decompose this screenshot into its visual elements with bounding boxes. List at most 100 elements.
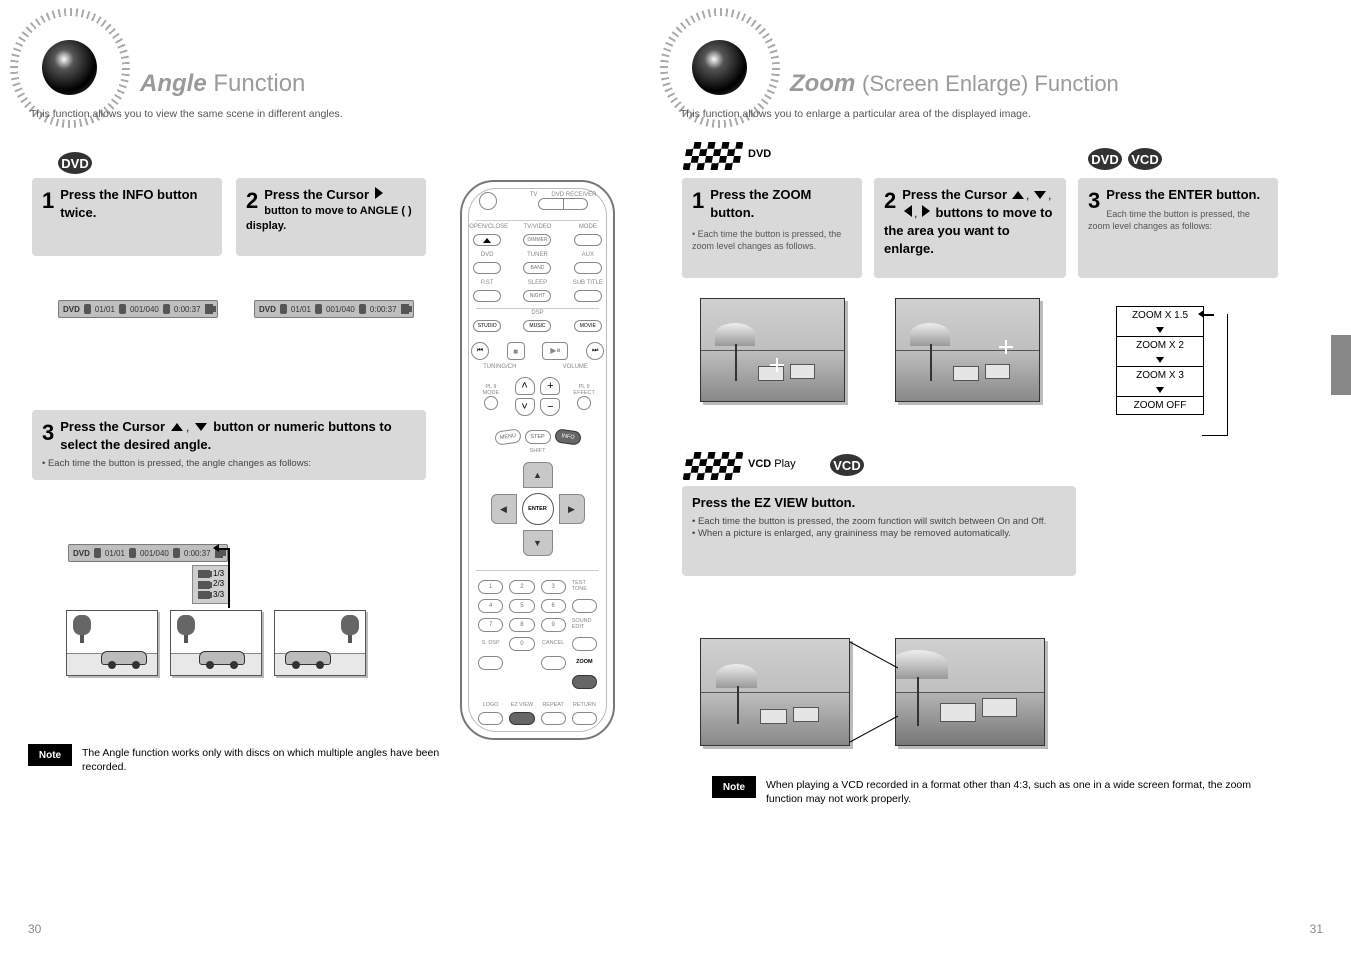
remote-cursor-left[interactable]: ◀ xyxy=(491,494,517,524)
remote-open-close[interactable] xyxy=(473,234,501,246)
zoom-ladder: ZOOM X 1.5 ZOOM X 2 ZOOM X 3 ZOOM OFF xyxy=(1116,306,1204,415)
remote-ch-down[interactable]: ˅ xyxy=(515,398,535,416)
remote-next[interactable]: ⏭ xyxy=(586,342,604,360)
card-press-zoom: 1 Press the ZOOM button. • Each time the… xyxy=(682,178,862,278)
card-move-angle: 2 Press the Cursor button to move to ANG… xyxy=(236,178,426,256)
dvd-label: DVD xyxy=(748,148,771,160)
car-angle-2 xyxy=(170,610,262,676)
angle-function-heading: Angle Function xyxy=(140,70,305,98)
remote-key-4[interactable]: 4 xyxy=(478,599,503,613)
remote-aux[interactable] xyxy=(574,262,602,274)
remote-zoom[interactable] xyxy=(572,675,597,689)
eject-icon xyxy=(483,238,491,243)
angle-icon xyxy=(205,304,213,314)
remote-keypad: 1 2 3 TEST TONE 4 5 6 7 8 9 SOUND EDIT S… xyxy=(478,580,597,689)
cursor-down-icon xyxy=(195,423,207,431)
angle-return-line xyxy=(228,548,230,608)
remote-cursor-up[interactable]: ▲ xyxy=(523,462,553,488)
remote-dpad: ▲ ▼ ◀ ▶ ENTER xyxy=(489,460,587,558)
beach-preview-2 xyxy=(895,298,1040,402)
remote-cursor-down[interactable]: ▼ xyxy=(523,530,553,556)
remote-key-2[interactable]: 2 xyxy=(509,580,534,594)
oval-vcd-right: VCD xyxy=(1128,148,1162,170)
card-press-info: 1 Press the INFO button twice. xyxy=(32,178,222,256)
remote-stop[interactable]: ■ xyxy=(507,342,525,360)
remote-movie[interactable]: MOVIE xyxy=(574,320,602,332)
checker-flag-dvd xyxy=(683,142,744,170)
card-ezview: Press the EZ VIEW button. • Each time th… xyxy=(682,486,1076,576)
cursor-down-icon xyxy=(1034,191,1046,199)
cursor-right-icon xyxy=(375,187,383,199)
remote-cancel[interactable] xyxy=(541,656,566,670)
car-angle-1 xyxy=(66,610,158,676)
zoom-return-line xyxy=(1202,314,1228,436)
osd-strip-1: DVD 01/01 001/040 0:00:37 xyxy=(58,300,218,318)
remote-logo[interactable] xyxy=(478,712,503,725)
remote-key-8[interactable]: 8 xyxy=(509,618,534,632)
remote-music[interactable]: MUSIC xyxy=(523,320,551,332)
remote-pl2-effect[interactable] xyxy=(577,396,591,410)
beach-before xyxy=(700,638,850,746)
note-badge-left: Note xyxy=(28,744,72,766)
zoom-return-arrowhead xyxy=(1198,310,1204,318)
remote-enter[interactable]: ENTER xyxy=(522,493,554,525)
angle-function-subtitle: This function allows you to view the sam… xyxy=(30,108,343,120)
remote-studio[interactable]: STUDIO xyxy=(473,320,501,332)
remote-sdsp[interactable] xyxy=(478,656,503,670)
remote-vol-up[interactable]: + xyxy=(540,377,560,395)
remote-tv-video[interactable]: DIMMER xyxy=(523,234,551,246)
remote-key-6[interactable]: 6 xyxy=(541,599,566,613)
remote-mode[interactable] xyxy=(574,234,602,246)
remote-key-9[interactable]: 9 xyxy=(541,618,566,632)
remote-play-pause[interactable]: ▶⏸ xyxy=(542,342,568,360)
remote-key-1[interactable]: 1 xyxy=(478,580,503,594)
remote-info[interactable]: INFO xyxy=(554,428,582,445)
oval-vcd-section: VCD xyxy=(830,454,864,476)
card-press-enter: 3 Press the ENTER button. Each time the … xyxy=(1078,178,1278,278)
zoom-connector xyxy=(850,638,898,746)
crosshair-icon xyxy=(999,340,1013,354)
remote-repeat[interactable] xyxy=(541,712,566,725)
angle-icon xyxy=(401,304,409,314)
remote-test-tone[interactable] xyxy=(572,599,597,613)
remote-prev[interactable]: ⏮ xyxy=(471,342,489,360)
remote-ch-up[interactable]: ˄ xyxy=(515,377,535,395)
zoom-function-heading: Zoom (Screen Enlarge) Function xyxy=(790,70,1119,98)
remote-step[interactable]: STEP xyxy=(525,430,551,444)
remote-key-7[interactable]: 7 xyxy=(478,618,503,632)
card-select-angle: 3 Press the Cursor , button or numeric b… xyxy=(32,410,426,480)
card-move-area: 2 Press the Cursor , , , buttons to move… xyxy=(874,178,1066,278)
crosshair-icon xyxy=(770,358,784,372)
remote-ezview[interactable] xyxy=(509,712,534,725)
remote-vol-down[interactable]: − xyxy=(540,398,560,416)
remote-sleep[interactable]: NIGHT xyxy=(523,290,551,302)
remote-tuner[interactable]: BAND xyxy=(523,262,551,274)
remote-pl2-mode[interactable] xyxy=(484,396,498,410)
remote-key-5[interactable]: 5 xyxy=(509,599,534,613)
remote-shift-label: SHIFT xyxy=(530,448,546,454)
remote-menu[interactable]: MENU xyxy=(494,428,522,445)
remote-key-3[interactable]: 3 xyxy=(541,580,566,594)
note-text-left: The Angle function works only with discs… xyxy=(82,746,482,774)
page-sidebar-tab xyxy=(1331,335,1351,395)
note-text-right: When playing a VCD recorded in a format … xyxy=(766,778,1266,806)
remote-key-0[interactable]: 0 xyxy=(509,637,534,651)
oval-dvd-right: DVD xyxy=(1088,148,1122,170)
cursor-up-icon xyxy=(1012,191,1024,199)
cursor-left-icon xyxy=(904,205,912,217)
remote-cursor-right[interactable]: ▶ xyxy=(559,494,585,524)
remote-dvd[interactable] xyxy=(473,262,501,274)
checker-flag-vcd xyxy=(683,452,744,480)
remote-power-button[interactable] xyxy=(479,192,497,210)
angle-return-arrowhead xyxy=(213,544,219,552)
page-number-left: 30 xyxy=(28,922,41,936)
remote-pst[interactable] xyxy=(473,290,501,302)
beach-preview-1 xyxy=(700,298,845,402)
remote-sound-edit[interactable] xyxy=(572,637,597,651)
remote-control: TV DVD RECEIVER OPEN/CLOSE TV/VIDEO MODE… xyxy=(460,180,615,740)
note-badge-right: Note xyxy=(712,776,756,798)
remote-return[interactable] xyxy=(572,712,597,725)
remote-subtitle[interactable] xyxy=(574,290,602,302)
vcd-play-label: VCD Play xyxy=(748,458,796,470)
osd-strip-3: DVD 01/01 001/040 0:00:37 xyxy=(68,544,228,562)
